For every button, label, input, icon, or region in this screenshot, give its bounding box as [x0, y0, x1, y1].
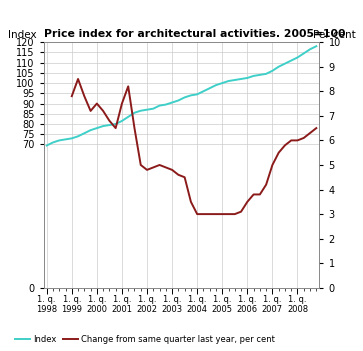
Text: Price index for architectural activities. 2005=100: Price index for architectural activities… [44, 28, 345, 39]
Legend: Index, Change from same quarter last year, per cent: Index, Change from same quarter last yea… [11, 331, 279, 347]
Text: Index: Index [8, 30, 36, 40]
Text: Per cent: Per cent [313, 30, 355, 40]
